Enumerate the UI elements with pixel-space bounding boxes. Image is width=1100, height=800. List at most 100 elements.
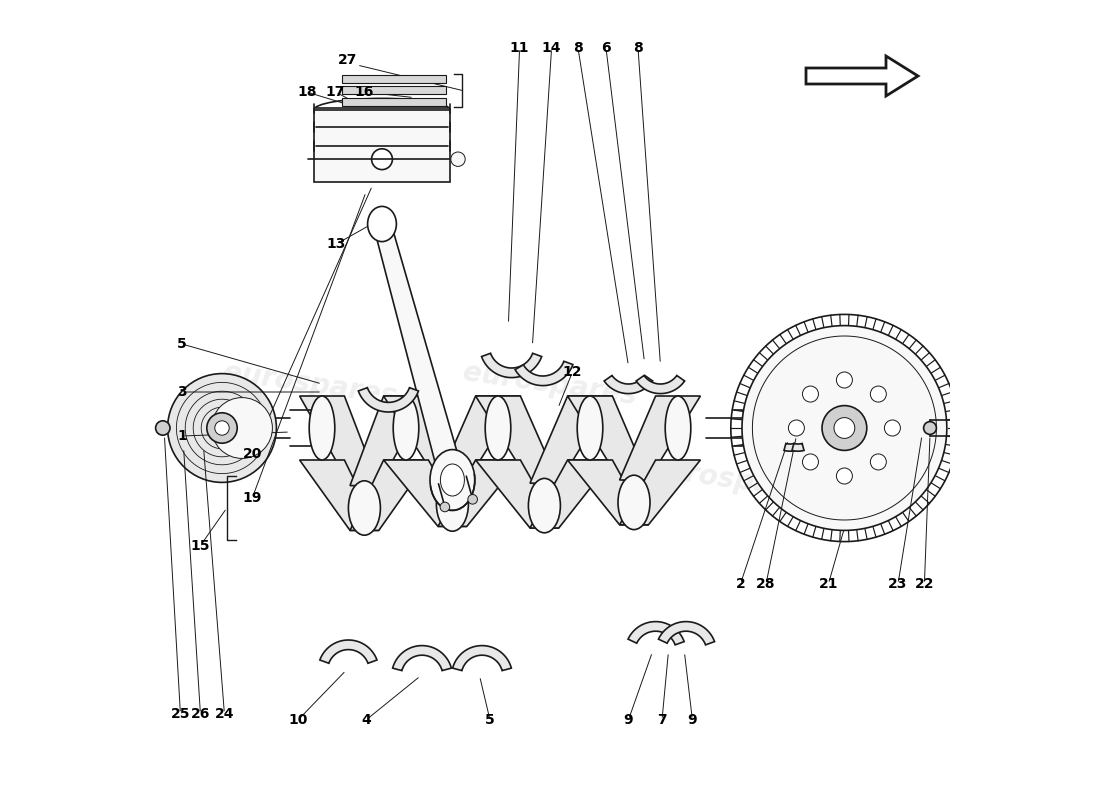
Text: 20: 20 [243,447,262,462]
Text: 21: 21 [818,577,838,591]
Text: 25: 25 [170,706,190,721]
Text: 11: 11 [510,41,529,55]
Circle shape [440,502,450,512]
Circle shape [870,454,887,470]
Text: 5: 5 [177,337,187,351]
Polygon shape [636,375,684,394]
Polygon shape [350,460,428,530]
Ellipse shape [393,396,419,460]
Circle shape [207,413,238,443]
Text: 9: 9 [688,713,697,727]
Ellipse shape [309,396,334,460]
Ellipse shape [618,475,650,530]
Polygon shape [475,460,559,528]
Polygon shape [742,326,947,530]
Text: 4: 4 [361,713,371,727]
Ellipse shape [485,396,510,460]
Polygon shape [568,396,648,480]
Text: eurospares: eurospares [461,358,639,410]
Circle shape [372,149,393,170]
Text: 9: 9 [624,713,634,727]
Circle shape [468,494,477,504]
FancyBboxPatch shape [342,86,446,94]
Polygon shape [792,443,804,451]
Text: 22: 22 [915,577,934,591]
Polygon shape [384,396,466,482]
Polygon shape [374,222,464,483]
Text: 19: 19 [243,490,262,505]
Text: eurospares: eurospares [221,358,399,410]
Circle shape [836,372,852,388]
Polygon shape [628,622,684,645]
Text: 15: 15 [190,538,210,553]
Text: 3: 3 [177,385,187,399]
Circle shape [803,454,818,470]
Polygon shape [350,396,428,486]
Ellipse shape [528,478,560,533]
Text: 8: 8 [573,41,583,55]
Ellipse shape [430,450,475,510]
Text: 27: 27 [338,53,358,67]
Polygon shape [438,460,520,526]
Polygon shape [619,396,701,480]
Polygon shape [359,388,418,412]
Text: 6: 6 [602,41,610,55]
Text: 26: 26 [190,706,210,721]
Circle shape [924,422,936,434]
Polygon shape [299,396,378,486]
Polygon shape [604,375,652,394]
Polygon shape [530,460,613,528]
Text: 10: 10 [288,713,308,727]
Ellipse shape [367,206,396,242]
Polygon shape [482,354,541,378]
Polygon shape [568,460,648,525]
Text: 7: 7 [657,713,667,727]
Text: eurospares: eurospares [646,454,823,506]
Polygon shape [784,443,796,451]
Text: 28: 28 [757,577,776,591]
Polygon shape [384,460,466,526]
Text: 24: 24 [214,706,234,721]
Circle shape [870,386,887,402]
Polygon shape [659,622,715,645]
FancyBboxPatch shape [342,98,446,106]
Polygon shape [530,396,613,483]
Text: 23: 23 [889,577,908,591]
Polygon shape [299,460,378,530]
Text: 1: 1 [177,429,187,443]
Text: 16: 16 [354,85,374,99]
Circle shape [834,418,855,438]
Circle shape [884,420,901,436]
Circle shape [836,468,852,484]
Circle shape [803,386,818,402]
Circle shape [822,406,867,450]
Polygon shape [320,640,377,663]
Text: 17: 17 [326,85,345,99]
FancyBboxPatch shape [342,75,446,83]
Circle shape [155,421,170,435]
Ellipse shape [666,396,691,460]
Polygon shape [452,646,512,670]
Circle shape [789,420,804,436]
Polygon shape [619,460,701,525]
Text: 8: 8 [634,41,642,55]
Circle shape [451,152,465,166]
Text: 12: 12 [563,365,582,379]
Ellipse shape [440,464,464,496]
Polygon shape [475,396,559,483]
Ellipse shape [578,396,603,460]
Circle shape [167,374,276,482]
Ellipse shape [437,477,469,531]
Polygon shape [314,110,450,182]
Ellipse shape [349,481,381,535]
Polygon shape [515,362,573,386]
Text: 2: 2 [736,577,746,591]
Polygon shape [438,396,520,482]
Text: 14: 14 [542,41,561,55]
Circle shape [214,421,229,435]
Text: 5: 5 [485,713,495,727]
Circle shape [211,398,273,458]
Text: 18: 18 [297,85,317,99]
Text: 13: 13 [327,237,346,251]
Polygon shape [393,646,451,670]
